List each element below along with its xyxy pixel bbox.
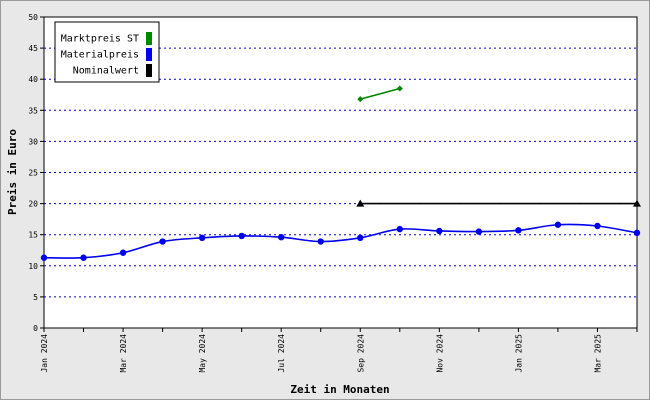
x-tick-label: Nov 2024 (435, 334, 444, 373)
legend-swatch (146, 64, 152, 77)
data-point (633, 229, 641, 237)
legend-label: Nominalwert (73, 66, 139, 77)
legend-label: Marktpreis ST (61, 34, 139, 45)
data-point (119, 249, 127, 256)
data-point (198, 234, 206, 242)
y-axis-title: Preis in Euro (6, 129, 19, 215)
x-axis-ticks: Jan 2024 Mar 2024 May 2024 Jul 2024 Sep 2024… (40, 328, 638, 373)
data-point (317, 238, 324, 245)
y-tick-label: 35 (28, 106, 38, 115)
y-tick-label: 10 (28, 262, 38, 271)
y-tick-label: 5 (33, 293, 38, 302)
data-point (357, 96, 364, 103)
data-point (357, 234, 364, 242)
data-point (40, 254, 48, 261)
y-axis-ticks: 0 5 10 15 20 25 30 35 40 45 50 (28, 13, 44, 333)
legend: Marktpreis ST Materialpreis Nominalwert (54, 21, 160, 83)
x-tick-label: Mar 2025 (593, 334, 602, 373)
gridlines (44, 47, 637, 298)
x-tick-label: Jan 2025 (514, 334, 523, 373)
data-point (515, 227, 522, 234)
data-point (278, 233, 285, 241)
data-point (396, 225, 403, 233)
y-tick-label: 30 (28, 137, 38, 146)
y-tick-label: 50 (28, 13, 38, 22)
data-point (475, 228, 483, 235)
x-axis-title: Zeit in Monaten (290, 383, 389, 396)
data-point (356, 199, 365, 207)
data-point (554, 221, 562, 228)
legend-swatch (146, 48, 152, 61)
x-tick-label: Jul 2024 (277, 334, 286, 373)
data-point (436, 227, 443, 235)
data-point (396, 85, 403, 92)
y-tick-label: 45 (28, 44, 38, 53)
x-tick-label: Sep 2024 (356, 334, 365, 373)
data-point (159, 238, 166, 245)
y-tick-label: 0 (33, 324, 38, 333)
data-point (633, 199, 641, 207)
legend-label: Materialpreis (61, 50, 139, 61)
y-tick-label: 20 (28, 200, 38, 209)
data-point (594, 222, 601, 230)
y-tick-label: 15 (28, 231, 38, 240)
series-line (43, 223, 638, 259)
x-tick-label: Mar 2024 (119, 334, 128, 373)
x-tick-label: Jan 2024 (40, 334, 49, 373)
data-point (238, 232, 245, 240)
data-point (80, 254, 87, 261)
y-tick-label: 40 (28, 75, 38, 84)
data-series (40, 85, 641, 261)
legend-swatch (146, 32, 152, 45)
legend-box (54, 21, 160, 83)
x-tick-label: May 2024 (198, 334, 207, 373)
series-line (360, 87, 401, 100)
y-tick-label: 25 (28, 169, 38, 178)
